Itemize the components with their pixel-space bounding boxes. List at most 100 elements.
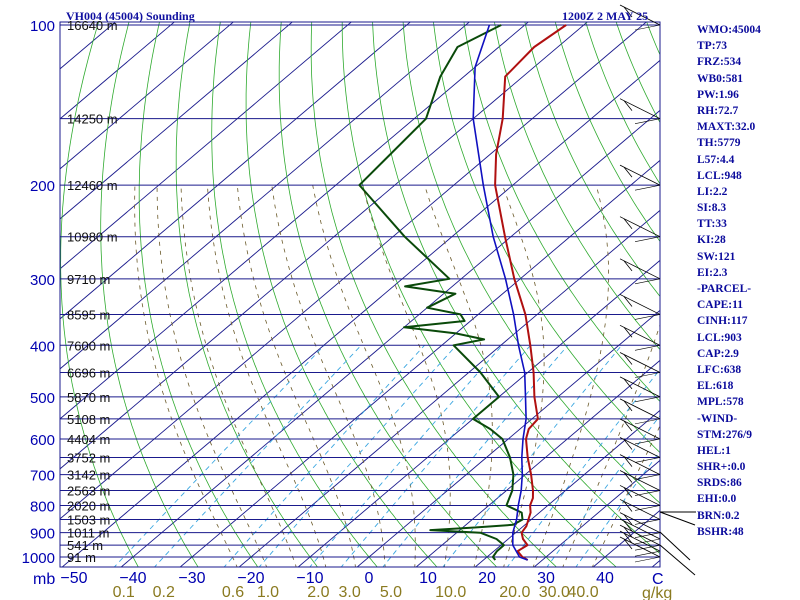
dry-adiabat-line <box>372 22 660 555</box>
temperature-tick-label: 30 <box>537 570 555 587</box>
wind-barb <box>619 4 661 26</box>
height-label: 3142 m <box>67 468 110 483</box>
wind-tick <box>634 544 661 551</box>
temperature-tick-label: −30 <box>178 570 205 587</box>
wind-barb-flag <box>623 378 633 390</box>
isotherm-line <box>356 309 660 567</box>
pressure-tick-label: 400 <box>30 338 55 355</box>
wind-barb-flag <box>623 514 633 525</box>
mixing-ratio-tick-label: 20.0 <box>499 584 530 600</box>
index-item: KI:28 <box>697 234 726 247</box>
wind-tick <box>634 184 661 191</box>
isotherm-line <box>60 22 411 320</box>
temperature-tick-label: 40 <box>596 570 614 587</box>
wind-barb-flag <box>623 100 633 111</box>
wind-barb <box>619 530 661 552</box>
wind-barb <box>619 398 661 420</box>
isotherm-line <box>297 259 660 567</box>
index-item: LCL:948 <box>697 169 742 182</box>
height-label: 2020 m <box>67 498 110 513</box>
temperature-tick-label: −20 <box>237 570 264 587</box>
temperature-tick-label: −50 <box>60 570 87 587</box>
wind-vector-line <box>659 531 691 561</box>
wind-barb <box>619 418 661 440</box>
mixing-ratio-tick-label: 2.0 <box>307 584 329 600</box>
mixing-ratio-line <box>113 344 325 567</box>
wind-barb-flag <box>623 472 633 483</box>
mixing-ratio-line <box>223 344 425 567</box>
wind-barb <box>619 352 661 373</box>
index-item: BSHR:48 <box>697 525 744 538</box>
pressure-tick-label: 800 <box>30 498 55 515</box>
wind-barb-flag <box>623 354 633 365</box>
parcel-line <box>472 24 528 561</box>
wind-tick <box>634 556 661 563</box>
index-item: -WIND- <box>697 412 738 425</box>
wind-tick <box>634 118 661 124</box>
mixing-ratio-line <box>546 414 660 567</box>
isotherm-line <box>60 22 175 120</box>
wind-tick <box>634 438 661 445</box>
index-item: LI:2.2 <box>697 185 728 198</box>
index-item: TP:73 <box>697 40 728 53</box>
moist-adiabat-line <box>591 425 660 567</box>
index-item: EI:2.3 <box>697 266 728 279</box>
height-label: 5108 m <box>67 412 110 427</box>
wind-barb <box>619 536 661 558</box>
wind-barb <box>619 437 661 458</box>
isotherm-line <box>533 459 660 567</box>
moist-adiabat-line <box>562 323 660 567</box>
moist-adiabat-line <box>532 184 609 567</box>
index-item: MPL:578 <box>697 396 744 409</box>
height-label: 541 m <box>67 538 103 553</box>
mixing-ratio-line <box>340 345 531 567</box>
pressure-tick-label: 900 <box>30 526 55 543</box>
mixing-ratio-unit: g/kg <box>642 585 672 600</box>
moist-adiabat-line <box>424 184 493 567</box>
dry-adiabat-line <box>310 22 557 567</box>
wind-barb-flag <box>623 296 633 307</box>
mixing-ratio-tick-label: 0.1 <box>113 584 135 600</box>
pressure-tick-label: 300 <box>30 272 55 289</box>
wind-barb <box>619 524 661 546</box>
height-label: 91 m <box>67 550 96 565</box>
wind-barb-flag <box>623 456 633 467</box>
valid-time: 1200Z 2 MAY 25 <box>562 9 648 23</box>
index-item: SI:8.3 <box>697 202 727 215</box>
isotherm-line <box>61 59 660 567</box>
wind-tick <box>634 538 661 545</box>
wind-tick <box>634 278 661 285</box>
wind-barb <box>619 164 661 186</box>
index-item: FRZ:534 <box>697 56 742 69</box>
dry-adiabat-line <box>463 22 660 403</box>
index-item: EHI:0.0 <box>697 493 737 506</box>
dry-adiabat-line <box>60 22 139 567</box>
height-label: 8595 m <box>67 307 110 322</box>
dry-adiabat-line <box>341 22 617 567</box>
pressure-tick-label: 100 <box>30 18 55 35</box>
wind-tick <box>634 474 661 480</box>
wind-tick <box>634 532 661 538</box>
index-item: SRDS:86 <box>697 477 742 490</box>
wind-tick <box>634 396 661 403</box>
wind-barb-flag <box>623 532 633 544</box>
index-item: HEL:1 <box>697 444 731 457</box>
isotherm-line <box>60 22 529 420</box>
wind-barb-flag <box>623 327 633 338</box>
wind-barb-flag <box>623 526 633 538</box>
mixing-ratio-tick-label: 5.0 <box>380 584 402 600</box>
isotherm-line <box>179 159 660 567</box>
height-label: 1503 m <box>67 512 110 527</box>
wind-tick <box>634 314 661 320</box>
moist-adiabat-line <box>362 185 451 567</box>
temperature-tick-label: 10 <box>419 570 437 587</box>
dry-adiabat-line <box>100 22 199 567</box>
wind-barb <box>619 470 661 491</box>
wind-barb <box>619 376 661 398</box>
dry-adiabat-line <box>433 22 660 454</box>
mixing-ratio-tick-label: 40.0 <box>567 584 598 600</box>
sounding-indices-panel: WMO:45004 TP:73 FRZ:534 WB0:581 PW:1.96 RH:72… <box>697 22 800 540</box>
index-item: TT:33 <box>697 218 727 231</box>
wind-barb-flag <box>623 6 633 18</box>
